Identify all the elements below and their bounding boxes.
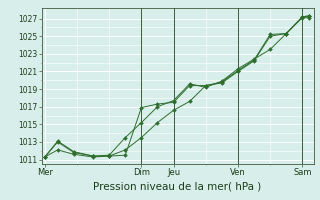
X-axis label: Pression niveau de la mer( hPa ): Pression niveau de la mer( hPa ) bbox=[93, 181, 262, 191]
